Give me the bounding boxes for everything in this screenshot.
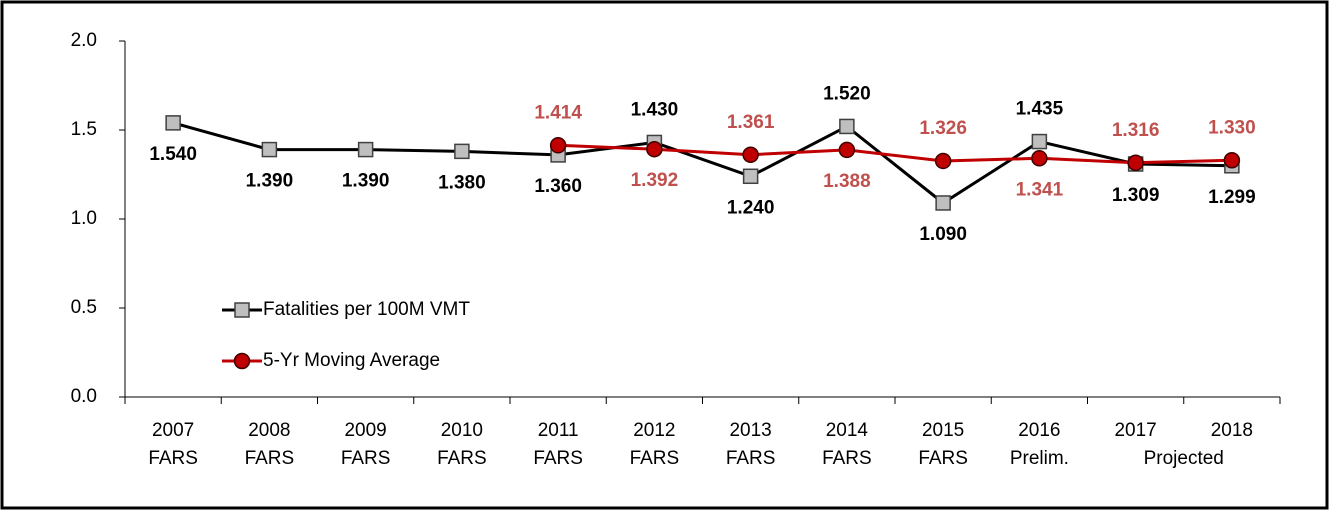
label-bg: [522, 100, 595, 127]
x-tick-label: FARS: [437, 448, 487, 469]
x-tick-label: FARS: [630, 448, 680, 469]
x-tick-label: 2010: [441, 420, 483, 441]
label-bg: [137, 141, 210, 168]
y-tick-label: 0.0: [71, 386, 97, 407]
label-bg: [1003, 177, 1076, 204]
x-tick-label: 2017: [1114, 420, 1156, 441]
x-tick-label: FARS: [341, 448, 391, 469]
marker: [1127, 154, 1144, 172]
marker: [934, 152, 952, 170]
x-tick-label: 2016: [1018, 420, 1060, 441]
data-label: 1.309: [1112, 185, 1160, 206]
data-label: 1.090: [919, 224, 967, 245]
data-label: 1.341: [1016, 179, 1064, 200]
marker: [165, 115, 181, 131]
x-tick-label: 2013: [729, 420, 771, 441]
marker: [261, 141, 278, 158]
label-bg: [425, 170, 498, 197]
label-bg: [618, 97, 691, 124]
data-label: 1.430: [631, 99, 679, 120]
data-label: 1.435: [1016, 99, 1064, 120]
series-line: [172, 121, 1232, 205]
data-label: 1.380: [438, 172, 486, 193]
x-tick-label: 2014: [826, 420, 869, 441]
label-bg: [618, 168, 691, 195]
data-label: 1.326: [919, 118, 967, 139]
x-tick-label: FARS: [533, 448, 583, 469]
marker: [357, 141, 374, 158]
marker: [935, 195, 951, 211]
data-label: 1.390: [246, 171, 294, 192]
x-tick-label: 2007: [152, 420, 194, 441]
x-tick-label: 2009: [344, 420, 386, 441]
marker: [742, 168, 759, 185]
data-label: 1.330: [1208, 117, 1256, 138]
label-bg: [810, 81, 883, 108]
data-label: 1.299: [1208, 187, 1256, 208]
x-tick-label: 2012: [633, 420, 675, 441]
x-tick-label: FARS: [918, 448, 968, 469]
data-label: 1.388: [823, 171, 871, 192]
series-line: [558, 143, 1232, 165]
legend-label: 5-Yr Moving Average: [263, 350, 440, 371]
marker: [1223, 152, 1241, 169]
x-tick-label: FARS: [726, 448, 776, 469]
y-tick-label: 1.0: [71, 208, 97, 229]
marker: [838, 141, 856, 159]
data-label: 1.360: [534, 176, 582, 197]
data-label: 1.392: [631, 170, 679, 191]
legend-label: Fatalities per 100M VMT: [263, 299, 470, 320]
label-bg: [714, 109, 787, 136]
y-tick-label: 2.0: [71, 30, 97, 51]
label-bg: [1195, 115, 1268, 142]
y-tick-label: 1.5: [71, 119, 97, 140]
x-tick-label: 2008: [248, 420, 290, 441]
y-tick-label: 0.5: [71, 297, 97, 318]
x-group-label: Projected: [1144, 448, 1224, 469]
legend-marker: [233, 352, 251, 370]
marker: [646, 140, 663, 158]
marker: [549, 137, 567, 154]
x-tick-label: FARS: [822, 448, 872, 469]
marker: [1031, 150, 1048, 167]
marker: [839, 118, 855, 135]
data-label: 1.520: [823, 83, 871, 104]
label-bg: [1099, 117, 1172, 144]
marker: [742, 146, 759, 163]
x-tick-label: 2015: [922, 420, 964, 441]
legend-marker: [234, 302, 250, 318]
label-bg: [810, 168, 883, 195]
label-bg: [522, 173, 595, 200]
label-bg: [714, 195, 787, 222]
data-label: 1.240: [727, 197, 775, 218]
label-bg: [1099, 182, 1172, 209]
x-tick-label: 2018: [1211, 420, 1253, 441]
x-tick-label: FARS: [245, 448, 295, 469]
label-bg: [1003, 96, 1076, 123]
label-bg: [1195, 184, 1268, 211]
marker: [1031, 133, 1048, 150]
data-label: 1.540: [149, 144, 197, 165]
x-tick-label: FARS: [148, 448, 198, 469]
label-bg: [907, 115, 980, 142]
data-label: 1.414: [534, 102, 582, 123]
label-bg: [907, 221, 980, 248]
label-bg: [329, 168, 402, 195]
data-label: 1.390: [342, 171, 390, 192]
marker: [454, 143, 470, 160]
label-bg: [233, 168, 306, 195]
x-tick-label: Prelim.: [1010, 448, 1069, 469]
data-label: 1.316: [1112, 120, 1160, 141]
data-label: 1.361: [727, 112, 775, 133]
x-tick-label: 2011: [538, 420, 579, 441]
